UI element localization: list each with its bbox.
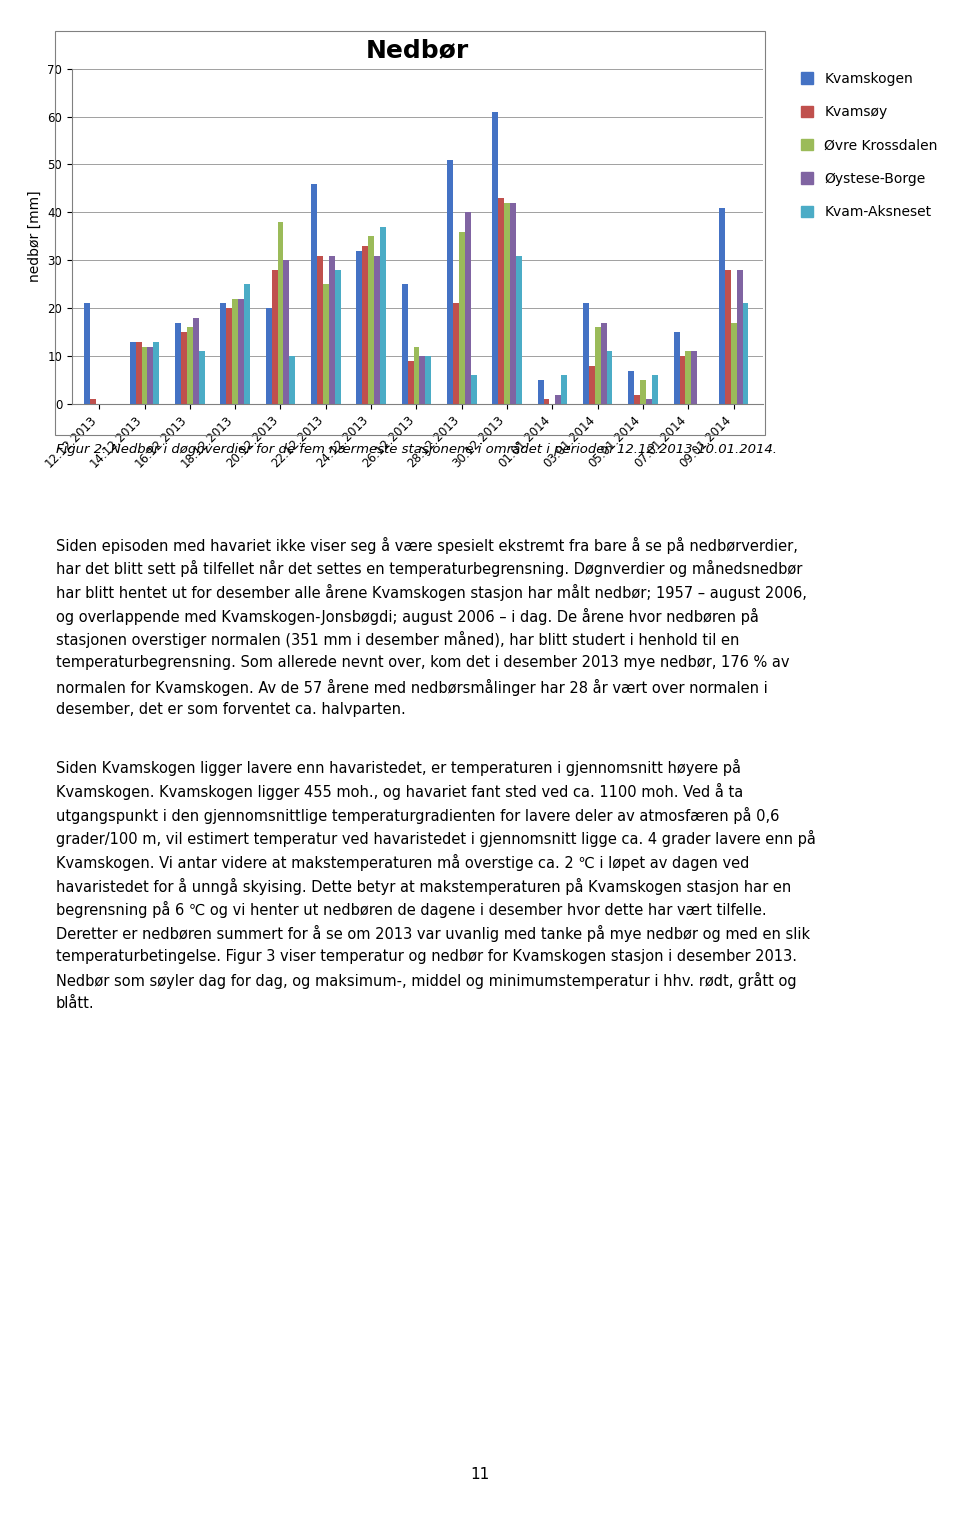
Bar	[328, 256, 335, 404]
Legend: Kvamskogen, Kvamsøy, Øvre Krossdalen, Øystese-Borge, Kvam-Aksneset: Kvamskogen, Kvamsøy, Øvre Krossdalen, Øy…	[798, 69, 941, 223]
Bar	[719, 207, 725, 404]
Bar	[84, 303, 90, 404]
Text: 11: 11	[470, 1467, 490, 1482]
Bar	[538, 380, 543, 404]
Bar	[498, 198, 504, 404]
Text: Kvamskogen. Vi antar videre at makstemperaturen må overstige ca. 2 ℃ i løpet av : Kvamskogen. Vi antar videre at makstempe…	[56, 854, 749, 871]
Bar	[374, 256, 380, 404]
Text: desember, det er som forventet ca. halvparten.: desember, det er som forventet ca. halvp…	[56, 702, 405, 717]
Bar	[289, 357, 296, 404]
Bar	[516, 256, 522, 404]
Bar	[148, 346, 154, 404]
Bar	[311, 183, 317, 404]
Bar	[685, 351, 691, 404]
Bar	[588, 366, 595, 404]
Text: Figur 2: Nedbør i døgnverdier for de fem nærmeste stasjonene i området i periode: Figur 2: Nedbør i døgnverdier for de fem…	[56, 442, 777, 456]
Bar	[556, 395, 562, 404]
Bar	[453, 303, 459, 404]
Bar	[470, 375, 476, 404]
Bar	[277, 223, 283, 404]
Text: stasjonen overstiger normalen (351 mm i desember måned), har blitt studert i hen: stasjonen overstiger normalen (351 mm i …	[56, 631, 739, 648]
Bar	[317, 256, 323, 404]
Text: blått.: blått.	[56, 996, 94, 1011]
Bar	[674, 332, 680, 404]
Bar	[362, 246, 369, 404]
Bar	[369, 236, 374, 404]
Bar	[492, 111, 498, 404]
Bar	[420, 357, 425, 404]
Bar	[199, 351, 204, 404]
Bar	[130, 342, 135, 404]
Text: grader/100 m, vil estimert temperatur ved havaristedet i gjennomsnitt ligge ca. : grader/100 m, vil estimert temperatur ve…	[56, 830, 816, 848]
Bar	[425, 357, 431, 404]
Text: utgangspunkt i den gjennomsnittlige temperaturgradienten for lavere deler av atm: utgangspunkt i den gjennomsnittlige temp…	[56, 807, 780, 824]
Bar	[181, 332, 187, 404]
Bar	[221, 303, 227, 404]
Bar	[635, 395, 640, 404]
Bar	[90, 400, 96, 404]
Bar	[736, 270, 743, 404]
Bar	[691, 351, 697, 404]
Bar	[465, 212, 470, 404]
Bar	[175, 323, 181, 404]
Text: Kvamskogen. Kvamskogen ligger 455 moh., og havariet fant sted ved ca. 1100 moh. : Kvamskogen. Kvamskogen ligger 455 moh., …	[56, 784, 743, 801]
Bar	[731, 323, 736, 404]
Bar	[680, 357, 685, 404]
Text: Deretter er nedbøren summert for å se om 2013 var uvanlig med tanke på mye nedbø: Deretter er nedbøren summert for å se om…	[56, 924, 810, 942]
Text: Siden episoden med havariet ikke viser seg å være spesielt ekstremt fra bare å s: Siden episoden med havariet ikke viser s…	[56, 537, 798, 554]
Bar	[601, 323, 607, 404]
Text: temperaturbetingelse. Figur 3 viser temperatur og nedbør for Kvamskogen stasjon : temperaturbetingelse. Figur 3 viser temp…	[56, 949, 797, 964]
Bar	[459, 232, 465, 404]
Bar	[504, 203, 510, 404]
Bar	[743, 303, 749, 404]
Bar	[725, 270, 731, 404]
Text: normalen for Kvamskogen. Av de 57 årene med nedbørsmålinger har 28 år vært over : normalen for Kvamskogen. Av de 57 årene …	[56, 679, 767, 695]
Bar	[187, 328, 193, 404]
Bar	[380, 227, 386, 404]
Bar	[652, 375, 658, 404]
Bar	[141, 346, 148, 404]
Text: havaristedet for å unngå skyising. Dette betyr at makstemperaturen på Kvamskogen: havaristedet for å unngå skyising. Dette…	[56, 878, 791, 895]
Bar	[272, 270, 277, 404]
Text: Siden Kvamskogen ligger lavere enn havaristedet, er temperaturen i gjennomsnitt : Siden Kvamskogen ligger lavere enn havar…	[56, 759, 741, 776]
Bar	[232, 299, 238, 404]
Bar	[356, 250, 362, 404]
Bar	[414, 346, 420, 404]
Bar	[629, 371, 635, 404]
Text: har det blitt sett på tilfellet når det settes en temperaturbegrensning. Døgnver: har det blitt sett på tilfellet når det …	[56, 560, 802, 578]
Bar	[244, 284, 250, 404]
Bar	[335, 270, 341, 404]
Bar	[583, 303, 588, 404]
Text: har blitt hentet ut for desember alle årene Kvamskogen stasjon har målt nedbør; : har blitt hentet ut for desember alle år…	[56, 584, 806, 601]
Bar	[646, 400, 652, 404]
Bar	[408, 361, 414, 404]
Bar	[562, 375, 567, 404]
Title: Nedbør: Nedbør	[366, 38, 469, 63]
Text: begrensning på 6 ℃ og vi henter ut nedbøren de dagene i desember hvor dette har : begrensning på 6 ℃ og vi henter ut nedbø…	[56, 901, 766, 918]
Bar	[447, 160, 453, 404]
Bar	[193, 317, 199, 404]
Bar	[323, 284, 328, 404]
Bar	[266, 308, 272, 404]
Bar	[401, 284, 408, 404]
Text: temperaturbegrensning. Som allerede nevnt over, kom det i desember 2013 mye nedb: temperaturbegrensning. Som allerede nevn…	[56, 656, 789, 669]
Bar	[283, 261, 289, 404]
Text: og overlappende med Kvamskogen-Jonsbøgdi; august 2006 – i dag. De årene hvor ned: og overlappende med Kvamskogen-Jonsbøgdi…	[56, 607, 758, 625]
Bar	[238, 299, 244, 404]
Bar	[227, 308, 232, 404]
Y-axis label: nedbør [mm]: nedbør [mm]	[28, 191, 42, 282]
Bar	[510, 203, 516, 404]
Bar	[640, 380, 646, 404]
Bar	[543, 400, 549, 404]
Bar	[607, 351, 612, 404]
Bar	[595, 328, 601, 404]
Text: Nedbør som søyler dag for dag, og maksimum-, middel og minimumstemperatur i hhv.: Nedbør som søyler dag for dag, og maksim…	[56, 973, 796, 990]
Bar	[135, 342, 141, 404]
Bar	[154, 342, 159, 404]
